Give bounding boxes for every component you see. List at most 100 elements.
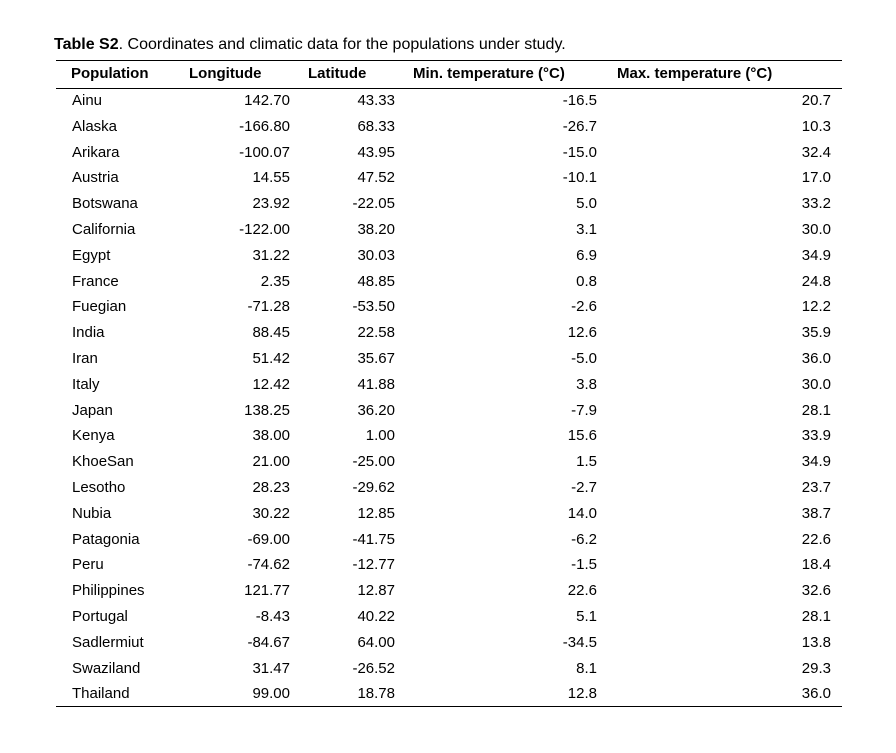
- cell-max-temperature: 17.0: [801, 169, 831, 187]
- cell-min-temperature: 6.9: [576, 246, 597, 264]
- cell-longitude: -74.62: [247, 556, 290, 574]
- cell-max-temperature: 30.0: [801, 375, 831, 393]
- cell-longitude: 23.92: [252, 195, 290, 213]
- cell-longitude: 138.25: [244, 401, 290, 419]
- cell-population: Alaska: [72, 117, 118, 135]
- cell-max-temperature: 28.1: [801, 401, 831, 419]
- cell-population: Swaziland: [72, 659, 141, 677]
- cell-longitude: 99.00: [252, 685, 290, 703]
- cell-min-temperature: -10.1: [562, 169, 597, 187]
- cell-latitude: 48.85: [357, 272, 395, 290]
- cell-max-temperature: 35.9: [801, 324, 831, 342]
- cell-population: Sadlermiut: [72, 633, 144, 651]
- table-row: India 88.45 22.58 12.6 35.9: [0, 324, 896, 348]
- cell-population: Peru: [72, 556, 104, 574]
- cell-min-temperature: -34.5: [562, 633, 597, 651]
- cell-min-temperature: -16.5: [562, 92, 597, 109]
- table-row: Alaska -166.80 68.33 -26.7 10.3: [0, 118, 896, 142]
- table-caption-label: Table S2: [54, 36, 119, 53]
- cell-latitude: 64.00: [357, 633, 395, 651]
- cell-latitude: 43.33: [357, 92, 395, 109]
- cell-longitude: 30.22: [252, 504, 290, 522]
- table-row: Thailand 99.00 18.78 12.8 36.0: [0, 685, 896, 709]
- table-row: Portugal -8.43 40.22 5.1 28.1: [0, 608, 896, 632]
- cell-latitude: 1.00: [365, 427, 395, 445]
- cell-population: France: [72, 272, 119, 290]
- cell-min-temperature: -6.2: [571, 530, 597, 548]
- table-row: Sadlermiut -84.67 64.00 -34.5 13.8: [0, 634, 896, 658]
- cell-longitude: -8.43: [255, 608, 290, 625]
- cell-longitude: 142.70: [244, 92, 290, 109]
- cell-latitude: 35.67: [357, 350, 395, 367]
- cell-population: Japan: [72, 401, 113, 419]
- cell-population: Iran: [72, 350, 98, 367]
- header-max-temperature: Max. temperature (°C): [617, 65, 773, 82]
- cell-max-temperature: 34.9: [801, 453, 831, 471]
- cell-population: Nubia: [72, 504, 112, 522]
- cell-longitude: -100.07: [239, 143, 290, 161]
- cell-min-temperature: -26.7: [562, 117, 597, 135]
- cell-max-temperature: 20.7: [801, 92, 831, 109]
- cell-latitude: 41.88: [357, 375, 395, 393]
- cell-longitude: 28.23: [252, 479, 290, 496]
- table-row: Patagonia -69.00 -41.75 -6.2 22.6: [0, 531, 896, 555]
- header-longitude: Longitude: [189, 65, 262, 82]
- table-top-rule: [56, 60, 842, 61]
- cell-min-temperature: 14.0: [567, 504, 597, 522]
- table-row: France 2.35 48.85 0.8 24.8: [0, 273, 896, 297]
- cell-population: Arikara: [72, 143, 120, 161]
- cell-population: KhoeSan: [72, 453, 134, 471]
- cell-min-temperature: 22.6: [567, 582, 597, 600]
- cell-min-temperature: -2.7: [571, 479, 597, 496]
- cell-population: Botswana: [72, 195, 138, 213]
- table-row: Italy 12.42 41.88 3.8 30.0: [0, 376, 896, 400]
- cell-max-temperature: 29.3: [801, 659, 831, 677]
- cell-population: India: [72, 324, 105, 342]
- header-population: Population: [71, 65, 149, 82]
- header-min-temperature: Min. temperature (°C): [413, 65, 565, 82]
- cell-population: Italy: [72, 375, 100, 393]
- cell-max-temperature: 33.2: [801, 195, 831, 213]
- cell-longitude: -166.80: [239, 117, 290, 135]
- cell-max-temperature: 13.8: [801, 633, 831, 651]
- cell-min-temperature: 5.0: [576, 195, 597, 213]
- cell-population: Philippines: [72, 582, 145, 600]
- cell-max-temperature: 36.0: [801, 685, 831, 703]
- cell-min-temperature: 12.8: [567, 685, 597, 703]
- cell-latitude: 22.58: [357, 324, 395, 342]
- cell-latitude: 43.95: [357, 143, 395, 161]
- cell-max-temperature: 32.6: [801, 582, 831, 600]
- cell-latitude: 36.20: [357, 401, 395, 419]
- table-row: Austria 14.55 47.52 -10.1 17.0: [0, 169, 896, 193]
- table-row: Kenya 38.00 1.00 15.6 33.9: [0, 427, 896, 451]
- cell-max-temperature: 10.3: [801, 117, 831, 135]
- table-row: Botswana 23.92 -22.05 5.0 33.2: [0, 195, 896, 219]
- cell-latitude: 40.22: [357, 608, 395, 625]
- table-caption: Table S2. Coordinates and climatic data …: [54, 36, 566, 54]
- table-row: Ainu 142.70 43.33 -16.5 20.7: [0, 92, 896, 116]
- cell-max-temperature: 34.9: [801, 246, 831, 264]
- cell-population: Austria: [72, 169, 119, 187]
- cell-longitude: -122.00: [239, 221, 290, 238]
- cell-min-temperature: 8.1: [576, 659, 597, 677]
- table-row: Japan 138.25 36.20 -7.9 28.1: [0, 402, 896, 426]
- cell-latitude: 18.78: [357, 685, 395, 703]
- cell-latitude: -29.62: [352, 479, 395, 496]
- cell-min-temperature: -7.9: [571, 401, 597, 419]
- cell-population: Fuegian: [72, 298, 127, 316]
- cell-longitude: 21.00: [252, 453, 290, 471]
- cell-latitude: -25.00: [352, 453, 395, 471]
- cell-min-temperature: 5.1: [576, 608, 597, 625]
- cell-latitude: 30.03: [357, 246, 395, 264]
- cell-min-temperature: 15.6: [567, 427, 597, 445]
- cell-max-temperature: 22.6: [801, 530, 831, 548]
- cell-min-temperature: 3.8: [576, 375, 597, 393]
- cell-longitude: 31.22: [252, 246, 290, 264]
- cell-population: Portugal: [72, 608, 128, 625]
- cell-min-temperature: 3.1: [576, 221, 597, 238]
- cell-max-temperature: 32.4: [801, 143, 831, 161]
- cell-population: Ainu: [72, 92, 103, 109]
- cell-max-temperature: 12.2: [801, 298, 831, 316]
- cell-longitude: 121.77: [244, 582, 290, 600]
- cell-population: Patagonia: [72, 530, 140, 548]
